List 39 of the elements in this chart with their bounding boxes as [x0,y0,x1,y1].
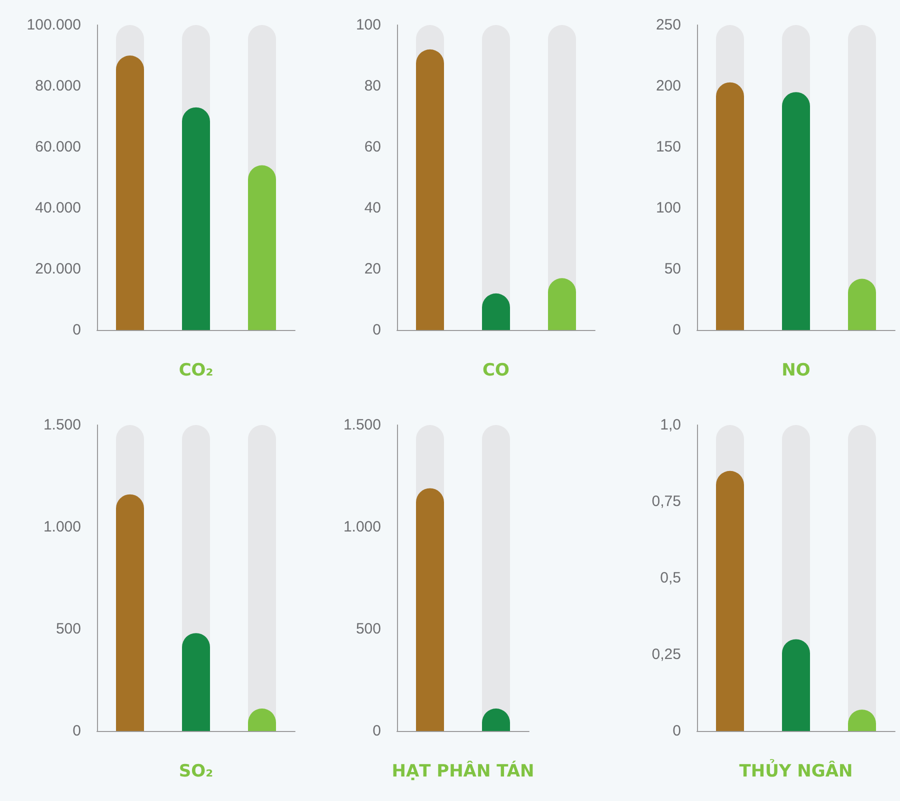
y-tick-label: 60 [364,138,381,156]
y-tick-label: 50 [664,260,681,278]
y-tick-label: 250 [656,16,681,34]
y-tick-label: 80.000 [35,78,81,94]
y-tick-label: 150 [656,138,681,156]
y-tick-label: 1.000 [343,518,381,536]
y-tick-label: 1.500 [43,416,81,434]
y-tick-label: 40.000 [35,200,81,216]
y-tick-label: 500 [356,620,381,638]
y-tick-label: 200 [656,78,681,94]
y-tick-label: 1,0 [660,416,681,434]
x-axis-title: NO [782,360,810,380]
x-axis-title: SO₂ [178,762,214,782]
y-tick-label: 80 [364,78,381,94]
y-tick-label: 100.000 [26,16,81,34]
y-tick-label: 0,75 [652,493,681,510]
y-tick-label: 0 [672,722,681,740]
y-tick-label: 0,25 [652,646,681,663]
y-tick-label: 0 [372,322,381,338]
bar [848,278,876,330]
x-axis-title: THỦY NGÂN [739,758,853,782]
y-tick-label: 0 [672,322,681,338]
y-tick-label: 100 [656,200,681,216]
y-tick-label: 0,5 [660,570,681,586]
x-axis-title: HẠT PHÂN TÁN [392,760,534,782]
y-tick-label: 0 [372,722,381,740]
y-tick-label: 100 [356,16,381,34]
y-tick-label: 40 [364,200,381,216]
y-tick-label: 500 [56,620,81,638]
y-tick-label: 20.000 [35,260,81,278]
x-axis-title: CO [482,360,510,380]
y-tick-label: 0 [72,722,81,740]
y-tick-label: 1.500 [343,416,381,434]
bar [548,278,576,330]
y-tick-label: 60.000 [35,138,81,156]
y-tick-label: 20 [364,260,381,278]
x-axis-title: CO₂ [178,360,214,380]
y-tick-label: 1.000 [43,518,81,536]
y-tick-label: 0 [72,322,81,338]
